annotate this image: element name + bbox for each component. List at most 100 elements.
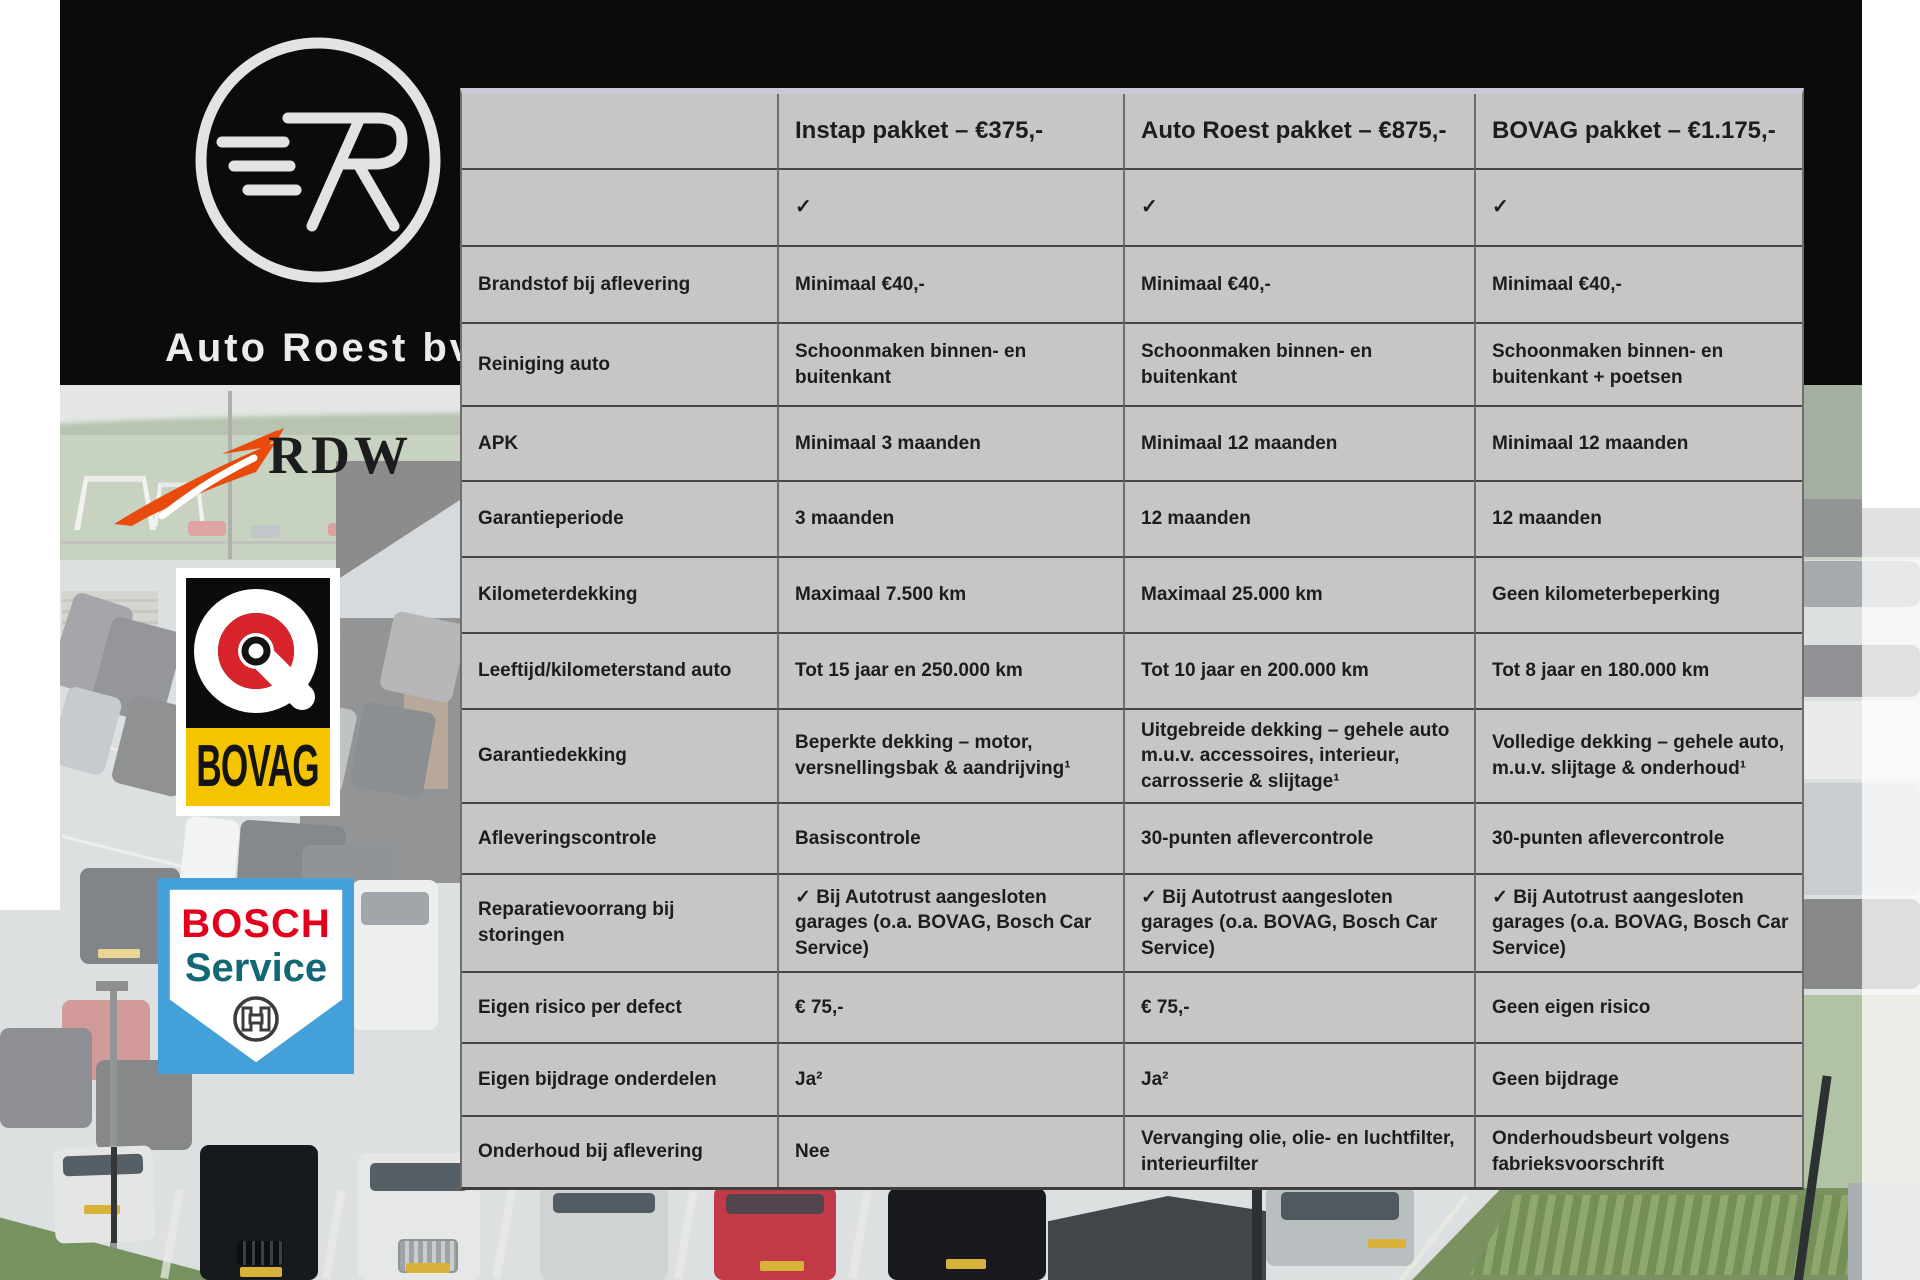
- row-label: Onderhoud bij aflevering: [462, 1115, 777, 1187]
- car-windshield: [370, 1163, 468, 1192]
- bosch-service-logo: BOSCH Service: [158, 878, 354, 1074]
- photo-car: [352, 880, 438, 1030]
- bovag-text: BOVAG: [196, 733, 320, 800]
- license-plate: [760, 1261, 804, 1271]
- row-label: Eigen risico per defect: [462, 971, 777, 1042]
- photo-car: [0, 1028, 92, 1128]
- bosch-text: BOSCH: [181, 902, 331, 946]
- row-label: Reiniging auto: [462, 322, 777, 405]
- table-cell: Maximaal 25.000 km: [1123, 556, 1474, 632]
- table-cell: Vervanging olie, olie- en luchtfilter, i…: [1123, 1115, 1474, 1187]
- table-cell: Geen kilometerbeperking: [1474, 556, 1802, 632]
- table-cell: ✓ Bij Autotrust aangesloten garages (o.a…: [777, 873, 1123, 971]
- rdw-text: RDW: [268, 425, 412, 485]
- table-cell: 30-punten aflevercontrole: [1474, 802, 1802, 873]
- table-cell: Minimaal 12 maanden: [1474, 405, 1802, 480]
- table-cell: ✓: [1474, 168, 1802, 245]
- table-cell: Schoonmaken binnen- en buitenkant + poet…: [1474, 322, 1802, 405]
- table-cell: Schoonmaken binnen- en buitenkant: [1123, 322, 1474, 405]
- table-cell: Maximaal 7.500 km: [777, 556, 1123, 632]
- bosch-wordmark: BOSCH: [158, 902, 354, 947]
- table-cell: Uitgebreide dekking – gehele auto m.u.v.…: [1123, 708, 1474, 802]
- table-cell: ✓: [777, 168, 1123, 245]
- table-cell: ✓: [1123, 168, 1474, 245]
- table-cell: Minimaal €40,-: [1123, 245, 1474, 322]
- table-cell: Minimaal €40,-: [1474, 245, 1802, 322]
- license-plate: [1368, 1239, 1406, 1248]
- table-cell: € 75,-: [777, 971, 1123, 1042]
- car-windshield: [552, 1192, 656, 1214]
- fence-line: [0, 541, 420, 544]
- bovag-wordmark-band: BOVAG: [186, 728, 330, 806]
- license-plate: [98, 949, 140, 958]
- rdw-wordmark: RDW: [268, 424, 412, 486]
- table-cell: 12 maanden: [1474, 480, 1802, 556]
- table-cell: Nee: [777, 1115, 1123, 1187]
- table-cell: 30-punten aflevercontrole: [1123, 802, 1474, 873]
- right-margin-top: [1862, 383, 1920, 508]
- package-comparison-table: Instap pakket – €375,- Auto Roest pakket…: [460, 88, 1804, 1190]
- bosch-service-wordmark: Service: [158, 946, 354, 991]
- van-windshield: [1280, 1192, 1400, 1220]
- table-cell: Tot 10 jaar en 200.000 km: [1123, 632, 1474, 708]
- table-cell: Beperkte dekking – motor, versnellingsba…: [777, 708, 1123, 802]
- car-windshield: [62, 1153, 144, 1177]
- table-cell: Tot 15 jaar en 250.000 km: [777, 632, 1123, 708]
- lamp-head: [96, 981, 128, 991]
- table-cell: Minimaal €40,-: [777, 245, 1123, 322]
- row-label: Leeftijd/kilometerstand auto: [462, 632, 777, 708]
- distant-car: [250, 525, 280, 538]
- table-cell: 12 maanden: [1123, 480, 1474, 556]
- bovag-icon: [186, 578, 330, 728]
- table-cell: Minimaal 12 maanden: [1123, 405, 1474, 480]
- table-cell: Onderhoudsbeurt volgens fabrieksvoorschr…: [1474, 1115, 1802, 1187]
- row-label: Kilometerdekking: [462, 556, 777, 632]
- license-plate: [240, 1267, 282, 1277]
- column-header-blank: [462, 94, 777, 168]
- bosch-armature-icon: [233, 996, 279, 1042]
- row-label: [462, 168, 777, 245]
- table-cell: Minimaal 3 maanden: [777, 405, 1123, 480]
- auto-roest-logo-icon: [195, 37, 441, 283]
- table-cell: Tot 8 jaar en 180.000 km: [1474, 632, 1802, 708]
- table-cell: 3 maanden: [777, 480, 1123, 556]
- photo-van: [1266, 1186, 1414, 1266]
- license-plate: [946, 1259, 986, 1269]
- row-label: Garantieperiode: [462, 480, 777, 556]
- table-cell: € 75,-: [1123, 971, 1474, 1042]
- table-cell: Volledige dekking – gehele auto, m.u.v. …: [1474, 708, 1802, 802]
- bollard-pole: [1252, 1190, 1262, 1280]
- photo-car: [52, 1145, 156, 1244]
- distant-car: [188, 521, 226, 536]
- license-plate: [84, 1205, 120, 1214]
- column-header: Auto Roest pakket – €875,-: [1123, 94, 1474, 168]
- left-margin: [0, 383, 60, 910]
- row-label: APK: [462, 405, 777, 480]
- table-cell: Ja²: [777, 1042, 1123, 1115]
- bovag-logo: BOVAG: [176, 568, 340, 816]
- table-cell: Geen eigen risico: [1474, 971, 1802, 1042]
- car-windshield: [360, 892, 430, 925]
- table-cell: Schoonmaken binnen- en buitenkant: [777, 322, 1123, 405]
- dealer-wordmark: Auto Roest bv: [130, 326, 510, 371]
- rdw-swoosh-icon: [114, 428, 284, 526]
- license-plate: [406, 1263, 450, 1273]
- table-cell: Geen bijdrage: [1474, 1042, 1802, 1115]
- dealer-name-text: Auto Roest bv: [164, 326, 476, 370]
- row-label: Eigen bijdrage onderdelen: [462, 1042, 777, 1115]
- row-label: Afleveringscontrole: [462, 802, 777, 873]
- photo-car: [540, 1185, 668, 1280]
- car-windshield: [726, 1193, 824, 1215]
- table-cell: Basiscontrole: [777, 802, 1123, 873]
- grass-texture: [1470, 1195, 1850, 1275]
- table-cell: Ja²: [1123, 1042, 1474, 1115]
- lamp-post: [111, 1147, 117, 1243]
- row-label: Brandstof bij aflevering: [462, 245, 777, 322]
- lamp-post: [110, 985, 117, 1250]
- column-header: BOVAG pakket – €1.175,-: [1474, 94, 1802, 168]
- car-grille: [237, 1241, 283, 1265]
- rdw-logo: RDW: [110, 418, 410, 528]
- column-header: Instap pakket – €375,-: [777, 94, 1123, 168]
- table-cell: ✓ Bij Autotrust aangesloten garages (o.a…: [1123, 873, 1474, 971]
